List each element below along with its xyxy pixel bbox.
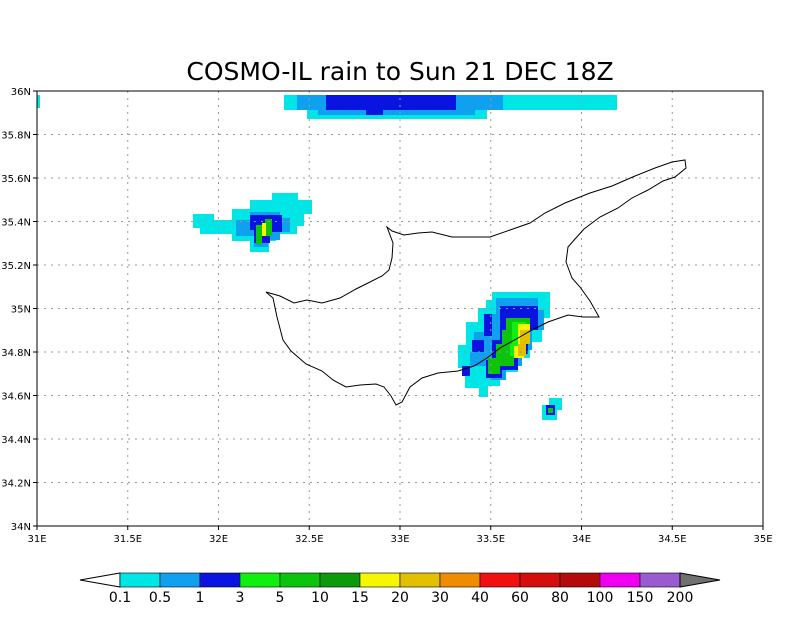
y-tick-label: 35.8N [1,131,31,142]
colorbar-label: 0.5 [149,590,171,606]
y-tick-label: 34.2N [1,479,31,490]
x-tick-label: 31E [27,534,46,545]
y-tick-label: 35.2N [1,261,31,272]
colorbar-swatch [119,572,161,588]
y-tick-label: 34N [11,522,31,533]
precip-cell-light [37,95,40,108]
colorbar-over-arrow [679,572,721,588]
colorbar-swatch [239,572,281,588]
x-tick-label: 33.5E [476,534,505,545]
y-tick-label: 34.4N [1,435,31,446]
colorbar-label: 15 [351,590,369,606]
x-tick-label: 33E [390,534,409,545]
colorbar-swatch [159,572,201,588]
map-gridlines [37,91,763,526]
precip-cell-heavy [366,110,383,115]
colorbar-swatch [639,572,681,588]
colorbar-swatch [439,572,481,588]
colorbar-label: 1 [196,590,205,606]
x-tick-label: 34.5E [658,534,687,545]
colorbar-label: 40 [471,590,489,606]
y-tick-label: 34.6N [1,392,31,403]
x-tick-label: 32E [209,534,228,545]
y-tick-label: 35N [11,305,31,316]
colorbar-swatch [199,572,241,588]
precipitation-field [37,95,617,420]
colorbar-label: 10 [311,590,329,606]
colorbar: 0.1 0.5 1 3 5 10 15 20 30 40 60 80 100 150 200 [79,572,721,606]
colorbar-label: 0.1 [109,590,131,606]
colorbar-label: 3 [236,590,245,606]
colorbar-label: 30 [431,590,449,606]
colorbar-swatch [599,572,641,588]
colorbar-swatch [359,572,401,588]
y-tick-label: 36N [11,87,31,98]
colorbar-label: 200 [667,590,694,606]
colorbar-swatch [559,572,601,588]
colorbar-label: 20 [391,590,409,606]
precip-cell-medium [318,110,475,115]
y-tick-label: 35.4N [1,218,31,229]
colorbar-swatch [399,572,441,588]
colorbar-swatch [279,572,321,588]
colorbar-label: 100 [587,590,614,606]
cyprus-coastline [265,159,687,406]
colorbar-label: 150 [627,590,654,606]
x-tick-label: 35E [753,534,772,545]
axis-ticks: 31E 31.5E 32E 32.5E 33E 33.5E 34E 34.5E 35E 34N 34… [1,87,772,545]
map-title: COSMO-IL rain to Sun 21 DEC 18Z [186,57,613,86]
precip-area-strong [262,223,266,236]
precip-cell-heavy [326,95,456,110]
x-tick-label: 32.5E [295,534,324,545]
x-tick-label: 31.5E [113,534,142,545]
colorbar-label: 5 [276,590,285,606]
colorbar-swatch [519,572,561,588]
colorbar-under-arrow [79,572,121,588]
x-tick-label: 34E [572,534,591,545]
colorbar-swatch [479,572,521,588]
y-tick-label: 34.8N [1,348,31,359]
precip-area-moderate [548,408,553,413]
y-tick-label: 35.6N [1,174,31,185]
colorbar-swatch [319,572,361,588]
colorbar-label: 60 [511,590,529,606]
colorbar-label: 80 [551,590,569,606]
